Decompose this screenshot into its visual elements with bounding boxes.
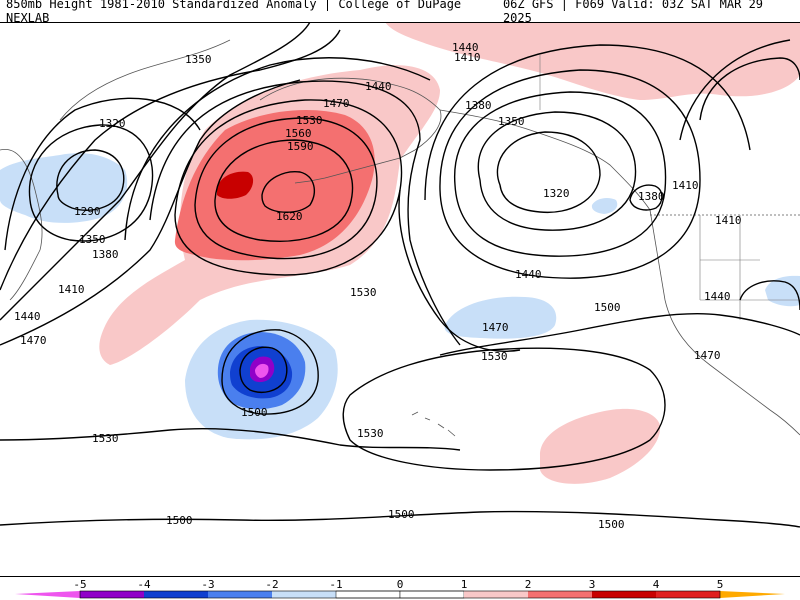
negative-anomaly-1sd-west	[0, 153, 128, 223]
map-frame	[0, 22, 800, 577]
colorbar-tick: 3	[589, 578, 596, 591]
swatch-above-pos5	[720, 591, 785, 598]
contour-label: 1500	[166, 514, 193, 527]
negative-anomaly-1sd-west-us	[765, 275, 800, 307]
contour-label: 1530	[296, 114, 323, 127]
anomaly-map: 1350 1320 1290 1350 1380 1410 1440 1470 …	[0, 22, 800, 531]
positive-anomaly-1sd-north	[385, 22, 800, 100]
negative-anomaly-5sd-central	[255, 363, 269, 378]
contour-labels: 1350 1320 1290 1350 1380 1410 1440 1470 …	[14, 41, 742, 531]
colorbar-tick: 1	[461, 578, 468, 591]
colorbar-tick: -2	[265, 578, 278, 591]
anomaly-colorbar: -5 -4 -3 -2 -1 0 1 2 3 4 5	[15, 578, 785, 599]
swatch-pos3-pos4	[592, 591, 656, 598]
colorbar-tick: 4	[653, 578, 660, 591]
colorbar-tick: -5	[73, 578, 86, 591]
contour-label: 1350	[79, 233, 106, 246]
contour-label: 1590	[287, 140, 314, 153]
contour-label: 1500	[598, 518, 625, 531]
contour-label: 1380	[92, 248, 119, 261]
contour-label: 1530	[357, 427, 384, 440]
colorbar-outline	[79, 590, 721, 599]
contour-label: 1320	[99, 117, 126, 130]
contour-label: 1530	[350, 286, 377, 299]
title-bar: 850mb Height 1981-2010 Standardized Anom…	[0, 0, 800, 25]
swatch-neg1-0	[335, 590, 401, 599]
contour-label: 1290	[74, 205, 101, 218]
positive-anomaly-2sd-bering	[174, 110, 375, 261]
contour-label: 1350	[185, 53, 212, 66]
colorbar-tick: 5	[717, 578, 724, 591]
swatch-neg4-neg3	[144, 591, 208, 598]
contour-label: 1470	[323, 97, 350, 110]
swatch-neg5-neg4	[80, 591, 144, 598]
contour-label: 1440	[14, 310, 41, 323]
contour-label: 1350	[498, 115, 525, 128]
contour-label: 1410	[672, 179, 699, 192]
negative-anomaly-1sd-gulf	[444, 296, 557, 339]
contour-label: 1500	[388, 508, 415, 521]
map-title: 850mb Height 1981-2010 Standardized Anom…	[6, 0, 462, 25]
contour-label: 1530	[92, 432, 119, 445]
colorbar-tick: 2	[525, 578, 532, 591]
contour-label: 1560	[285, 127, 312, 140]
run-valid-time: 06Z GFS | F069 Valid: 03Z SAT MAR 29 202…	[502, 0, 764, 25]
swatch-pos4-pos5	[656, 591, 720, 598]
height-contours	[0, 22, 800, 528]
swatch-below-neg5	[15, 591, 80, 598]
contour-label: 1500	[241, 406, 268, 419]
contour-label: 1470	[694, 349, 721, 362]
contour-label: 1620	[276, 210, 303, 223]
swatch-neg2-neg1	[272, 591, 336, 598]
colorbar-tick: -3	[201, 578, 214, 591]
positive-anomaly-3sd-bering	[217, 171, 254, 199]
contour-label: 1470	[20, 334, 47, 347]
swatch-pos1-pos2	[464, 591, 528, 598]
swatch-0-pos1	[399, 590, 465, 599]
negative-anomaly-1sd-bc	[591, 197, 618, 214]
colorbar-tick: -1	[329, 578, 342, 591]
swatch-pos2-pos3	[528, 591, 592, 598]
colorbar-swatches	[15, 590, 785, 599]
colorbar-tick: 0	[397, 578, 404, 591]
swatch-neg3-neg2	[208, 591, 272, 598]
colorbar-tick: -4	[137, 578, 151, 591]
contour-label: 1500	[594, 301, 621, 314]
contour-label: 1410	[58, 283, 85, 296]
contour-label: 1320	[543, 187, 570, 200]
contour-label: 1410	[454, 51, 481, 64]
contour-label: 1440	[452, 41, 479, 54]
colorbar-tick-labels: -5 -4 -3 -2 -1 0 1 2 3 4 5	[73, 578, 723, 591]
contour-label: 1410	[715, 214, 742, 227]
contour-label: 1440	[365, 80, 392, 93]
contour-label: 1440	[704, 290, 731, 303]
contour-label: 1530	[481, 350, 508, 363]
contour-label: 1470	[482, 321, 509, 334]
contour-label: 1380	[465, 99, 492, 112]
contour-label: 1440	[515, 268, 542, 281]
contour-label: 1380	[638, 190, 665, 203]
anomaly-shading	[0, 22, 800, 484]
